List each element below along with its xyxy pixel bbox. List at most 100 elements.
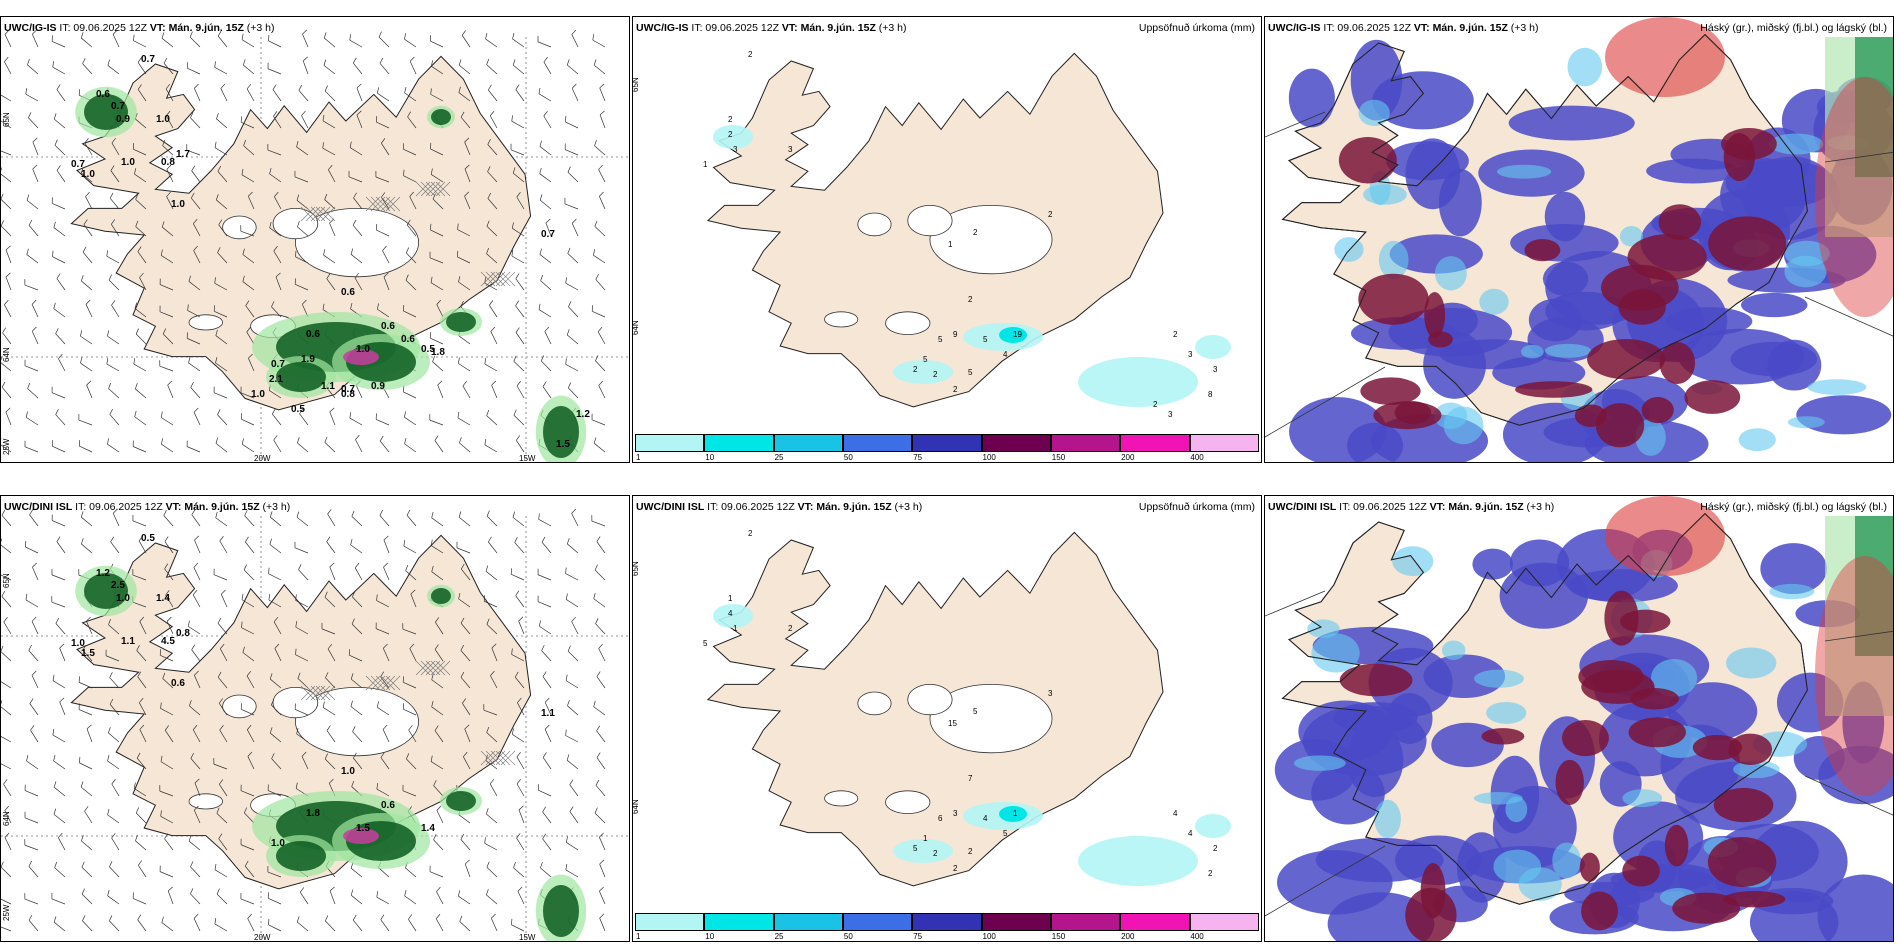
precip-value-label: 0.7 <box>111 101 125 112</box>
glacier <box>857 691 892 716</box>
colorbar-swatch <box>912 913 982 931</box>
precip-value-label: 1 <box>923 834 928 843</box>
colorbar-label: 1 <box>636 932 641 941</box>
precip-value-label: 0.6 <box>401 334 415 345</box>
precip-area <box>713 604 753 628</box>
precip-value-label: 5 <box>983 335 988 344</box>
colorbar-label: 100 <box>982 932 996 941</box>
precip-value-label: 4 <box>983 814 988 823</box>
colorbar-label: 25 <box>774 932 784 941</box>
precip-value-label: 8 <box>1208 390 1213 399</box>
colorbar-swatch <box>635 913 705 931</box>
precip-value-label: 2 <box>973 228 978 237</box>
precip-area <box>713 125 753 149</box>
panel-clouds-dini: UWC/DINI ISL IT: 09.06.2025 12Z VT: Mán.… <box>1264 495 1894 942</box>
precip-value-label: 1.5 <box>81 648 95 659</box>
precip-value-label: 3 <box>1048 689 1053 698</box>
colorbar-swatch <box>1189 434 1259 452</box>
panel-title: UWC/IG-IS IT: 09.06.2025 12Z VT: Mán. 9.… <box>4 22 275 34</box>
precip-value-label: 1.9 <box>301 354 315 365</box>
precip-value-label: 0.8 <box>341 389 355 400</box>
precip-value-label: 5 <box>973 707 978 716</box>
colorbar-label: 75 <box>913 453 923 462</box>
precip-area <box>893 360 953 384</box>
precip-value-label: 5 <box>913 844 918 853</box>
coastline <box>1281 33 1808 426</box>
precip-value-label: 4 <box>1188 829 1193 838</box>
colorbar <box>635 913 1259 931</box>
glacier <box>929 684 1053 754</box>
wind-barbs <box>1 29 606 453</box>
colorbar-label: 150 <box>1051 932 1066 941</box>
precip-value-label: 0.6 <box>171 678 185 689</box>
glacier <box>857 212 892 237</box>
precip-value-label: 1.1 <box>321 381 335 392</box>
glacier <box>885 311 931 336</box>
colorbar-swatch <box>704 913 774 931</box>
precip-value-label: 2.1 <box>269 374 283 385</box>
precip-value-label: 1.8 <box>306 808 320 819</box>
precip-value-label: 5 <box>968 368 973 377</box>
map-wind-dini: 0.51.22.51.0 1.40.81.1 4.51.01.50.61.11.01… <box>1 508 629 941</box>
precip-value-label: 2 <box>1048 210 1053 219</box>
precip-heavy <box>84 94 128 130</box>
map-wind-igis: 0.70.60.70.9 1.01.71.0 0.80.71.01.00.70.60… <box>1 29 629 462</box>
precip-value-label: 0.7 <box>71 159 85 170</box>
lat-label: 64N <box>2 811 11 826</box>
panel-title: UWC/DINI ISL IT: 09.06.2025 12Z VT: Mán.… <box>636 501 923 513</box>
lat-label: 65N <box>632 77 640 92</box>
colorbar-swatch <box>842 434 913 452</box>
glacier <box>824 790 859 807</box>
colorbar-swatch <box>773 913 843 931</box>
precip-value-label: 2 <box>913 365 918 374</box>
precip-value-label: 1.2 <box>576 409 590 420</box>
precip-heavy <box>276 841 326 871</box>
precip-value-label: 1 <box>733 624 738 633</box>
colorbar-swatch <box>981 913 1051 931</box>
precip-value-label: 1 <box>703 160 708 169</box>
precip-value-label: 2 <box>748 50 753 59</box>
precip-value-label: 1 <box>728 594 733 603</box>
glacier <box>272 687 319 719</box>
precip-value-label: 4 <box>1173 809 1178 818</box>
precip-value-label: 0.8 <box>176 628 190 639</box>
precip-value-label: 2 <box>968 295 973 304</box>
precip-value-label: 1.0 <box>271 838 285 849</box>
precip-heavy <box>431 588 451 604</box>
colorbar-swatch <box>635 434 705 452</box>
precip-area <box>1078 836 1198 886</box>
precip-heavy <box>543 406 579 458</box>
colorbar-label: 400 <box>1190 453 1204 462</box>
map-clouds-dini <box>1265 496 1893 941</box>
precip-area <box>1078 357 1198 407</box>
precip-value-label: 0.7 <box>341 384 355 395</box>
precip-value-label: 4 <box>1003 350 1008 359</box>
panel-wind-igis: UWC/IG-IS IT: 09.06.2025 12Z VT: Mán. 9.… <box>0 16 630 463</box>
precip-value-label: 5 <box>938 335 943 344</box>
precip-value-label: 0.6 <box>381 800 395 811</box>
precip-value-label: 3 <box>733 145 738 154</box>
precip-intense <box>343 349 379 365</box>
glacier <box>885 790 931 815</box>
precip-value-label: 0.6 <box>96 89 110 100</box>
precip-value-label: 1.0 <box>356 344 370 355</box>
precip-value-label: 4 <box>728 609 733 618</box>
precip-value-label: 0.9 <box>116 114 130 125</box>
precip-value-label: 0.7 <box>541 229 555 240</box>
precip-area-heavy <box>999 806 1027 822</box>
precip-value-label: 2 <box>1213 844 1218 853</box>
colorbar-swatch <box>1050 913 1121 931</box>
glacier <box>907 205 953 237</box>
precip-value-label: 6 <box>938 814 943 823</box>
glacier <box>824 311 859 328</box>
coastline <box>1281 512 1808 905</box>
wind-barbs <box>1 508 606 932</box>
panel-title: UWC/IG-IS IT: 09.06.2025 12Z VT: Mán. 9.… <box>636 22 907 34</box>
colorbar-swatch <box>1120 913 1190 931</box>
precip-value-label: 1.1 <box>121 636 135 647</box>
lat-label: 64N <box>632 320 640 335</box>
precip-value-label: 1 <box>1013 809 1018 818</box>
precip-value-label: 1.0 <box>116 593 130 604</box>
precip-value-label: 0.7 <box>271 359 285 370</box>
colorbar-label: 10 <box>705 932 715 941</box>
